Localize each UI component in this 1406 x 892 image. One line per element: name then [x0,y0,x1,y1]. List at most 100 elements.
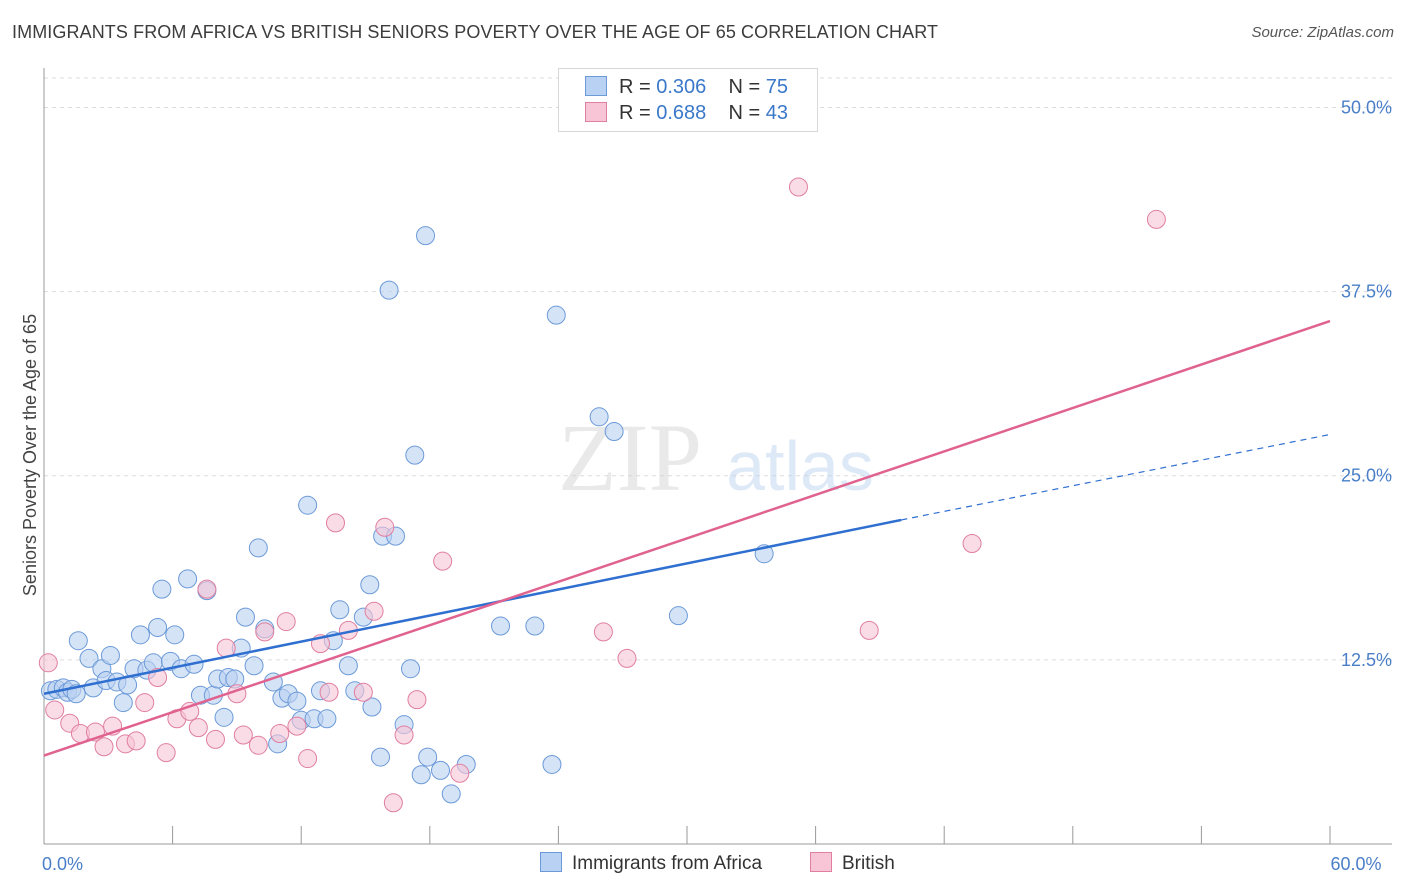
y-tick-label: 37.5% [1341,282,1392,302]
data-point [188,718,208,738]
legend-r-blue: 0.306 [656,76,707,98]
data-point [298,749,318,769]
legend-swatch-pink [585,102,607,122]
data-point [338,656,358,676]
data-point [94,737,114,757]
data-point [962,533,982,553]
trendline-pink [43,319,1331,757]
legend-n-pink: 43 [765,102,789,124]
data-point [375,517,395,537]
data-point [287,691,307,711]
source-label: Source: ZipAtlas.com [1251,24,1394,41]
data-point [383,793,403,813]
data-point [431,760,451,780]
data-point [433,551,453,571]
data-point [148,668,168,688]
data-point [330,600,350,620]
data-point [353,682,373,702]
data-point [491,616,511,636]
data-point [152,579,172,599]
legend-swatch-pink [810,852,832,872]
data-point [859,620,879,640]
watermark: ZIP atlas [558,404,874,511]
data-point [411,765,431,785]
legend-row-blue: R = 0.306 N = 75 [585,76,788,100]
data-point [233,725,253,745]
data-point [589,407,609,427]
data-point [371,747,391,767]
data-point [401,659,421,679]
trendline-blue [43,518,902,695]
data-point [441,784,461,804]
legend-n-blue: 75 [765,76,789,98]
data-point [197,579,217,599]
data-point [668,606,688,626]
x-tick-label: 0.0% [42,854,83,874]
data-point [135,693,155,713]
data-point [525,616,545,636]
data-point [255,622,275,642]
data-point [542,754,562,774]
data-point [68,631,88,651]
y-tick-label: 25.0% [1341,466,1392,486]
axes [43,68,1392,845]
legend-item-british: British [810,852,895,875]
data-point [248,735,268,755]
legend-r-pink: 0.688 [656,102,707,124]
data-point [416,226,436,246]
data-point [45,700,65,720]
trendlines [43,319,1331,757]
data-point [100,645,120,665]
data-point [788,177,808,197]
data-point [205,729,225,749]
legend-item-immigrants-from-africa: Immigrants from Africa [540,852,762,875]
data-point [593,622,613,642]
y-axis-label: Seniors Poverty Over the Age of 65 [20,314,40,596]
data-point [178,569,198,589]
data-point [418,747,438,767]
data-point [130,625,150,645]
trendline-blue-extension [901,433,1331,521]
data-point [235,607,255,627]
watermark-zip: ZIP [558,404,702,511]
data-point [617,648,637,668]
data-point [364,601,384,621]
data-point [113,693,133,713]
y-tick-label: 12.5% [1341,650,1392,670]
data-point [360,575,380,595]
data-point [379,280,399,300]
data-point [1146,209,1166,229]
watermark-atlas: atlas [726,427,874,505]
correlation-legend: R = 0.306 N = 75 R = 0.688 N = 43 [558,68,818,132]
series-immigrants-from-africa [40,226,774,804]
data-point [604,422,624,442]
data-point [317,709,337,729]
tick-labels: 12.5% 25.0% 37.5% 50.0% 0.0% 60.0% [42,97,1392,874]
legend-row-pink: R = 0.688 N = 43 [585,102,788,126]
data-point [276,612,296,632]
data-point [405,445,425,465]
data-point [38,653,58,673]
data-point [148,617,168,637]
chart-title: IMMIGRANTS FROM AFRICA VS BRITISH SENIOR… [12,22,939,42]
data-point [244,656,264,676]
x-tick-label: 60.0% [1330,854,1381,874]
data-point [298,495,318,515]
data-point [79,648,99,668]
data-point [248,538,268,558]
data-point [319,682,339,702]
data-point [270,724,290,744]
data-point [156,743,176,763]
data-point [450,763,470,783]
data-point [394,725,414,745]
legend-swatch-blue [540,852,562,872]
data-point [214,707,234,727]
y-tick-label: 50.0% [1341,97,1392,117]
data-point [362,697,382,717]
legend-swatch-blue [585,76,607,96]
data-point [126,731,146,751]
data-point [325,513,345,533]
data-point [165,625,185,645]
data-point [407,690,427,710]
